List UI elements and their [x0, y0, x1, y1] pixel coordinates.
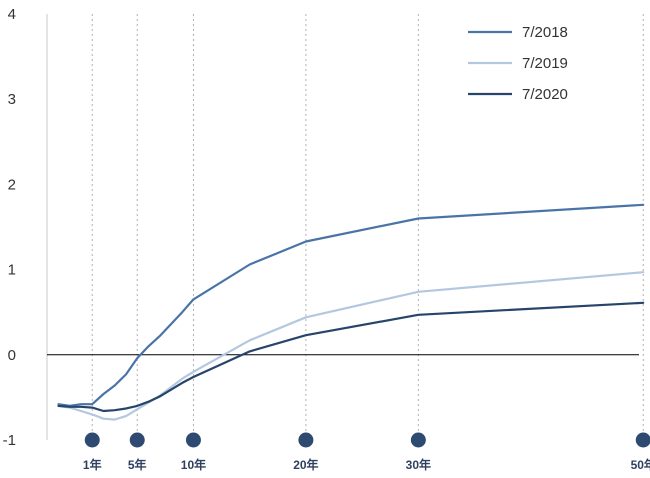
maturity-marker-5	[635, 432, 650, 448]
x-tick-label-1: 5年	[128, 457, 147, 472]
series-line-2	[57, 301, 645, 413]
y-tick-label-0: -1	[3, 432, 16, 449]
y-tick-label-5: 4	[8, 6, 16, 23]
maturity-marker-4	[410, 432, 426, 448]
x-tick-label-5: 50年	[631, 457, 650, 472]
maturity-marker-1	[129, 432, 145, 448]
series-line-1	[57, 271, 645, 421]
x-tick-label-3: 20年	[293, 457, 318, 472]
y-tick-label-1: 0	[8, 347, 16, 364]
y-tick-label-4: 3	[8, 91, 16, 108]
x-tick-label-2: 10年	[181, 457, 206, 472]
maturity-marker-0	[84, 432, 100, 448]
legend-label-0: 7/2018	[522, 24, 568, 41]
legend: 7/2018 7/2019 7/2020	[468, 24, 568, 103]
series-line-0	[57, 203, 645, 407]
axis-layer: -1 0 1 2 3 4	[3, 6, 639, 449]
marker-layer	[84, 432, 650, 448]
legend-label-2: 7/2020	[522, 86, 568, 103]
y-tick-label-3: 2	[8, 176, 16, 193]
legend-label-1: 7/2019	[522, 55, 568, 72]
label-layer: 1年 5年 10年 20年 30年 50年	[83, 457, 650, 472]
maturity-marker-2	[185, 432, 201, 448]
y-tick-label-2: 1	[8, 262, 16, 279]
maturity-marker-3	[298, 432, 314, 448]
grid-layer	[91, 14, 644, 440]
x-tick-label-4: 30年	[406, 457, 431, 472]
series-layer	[57, 203, 645, 421]
x-tick-label-0: 1年	[83, 457, 102, 472]
